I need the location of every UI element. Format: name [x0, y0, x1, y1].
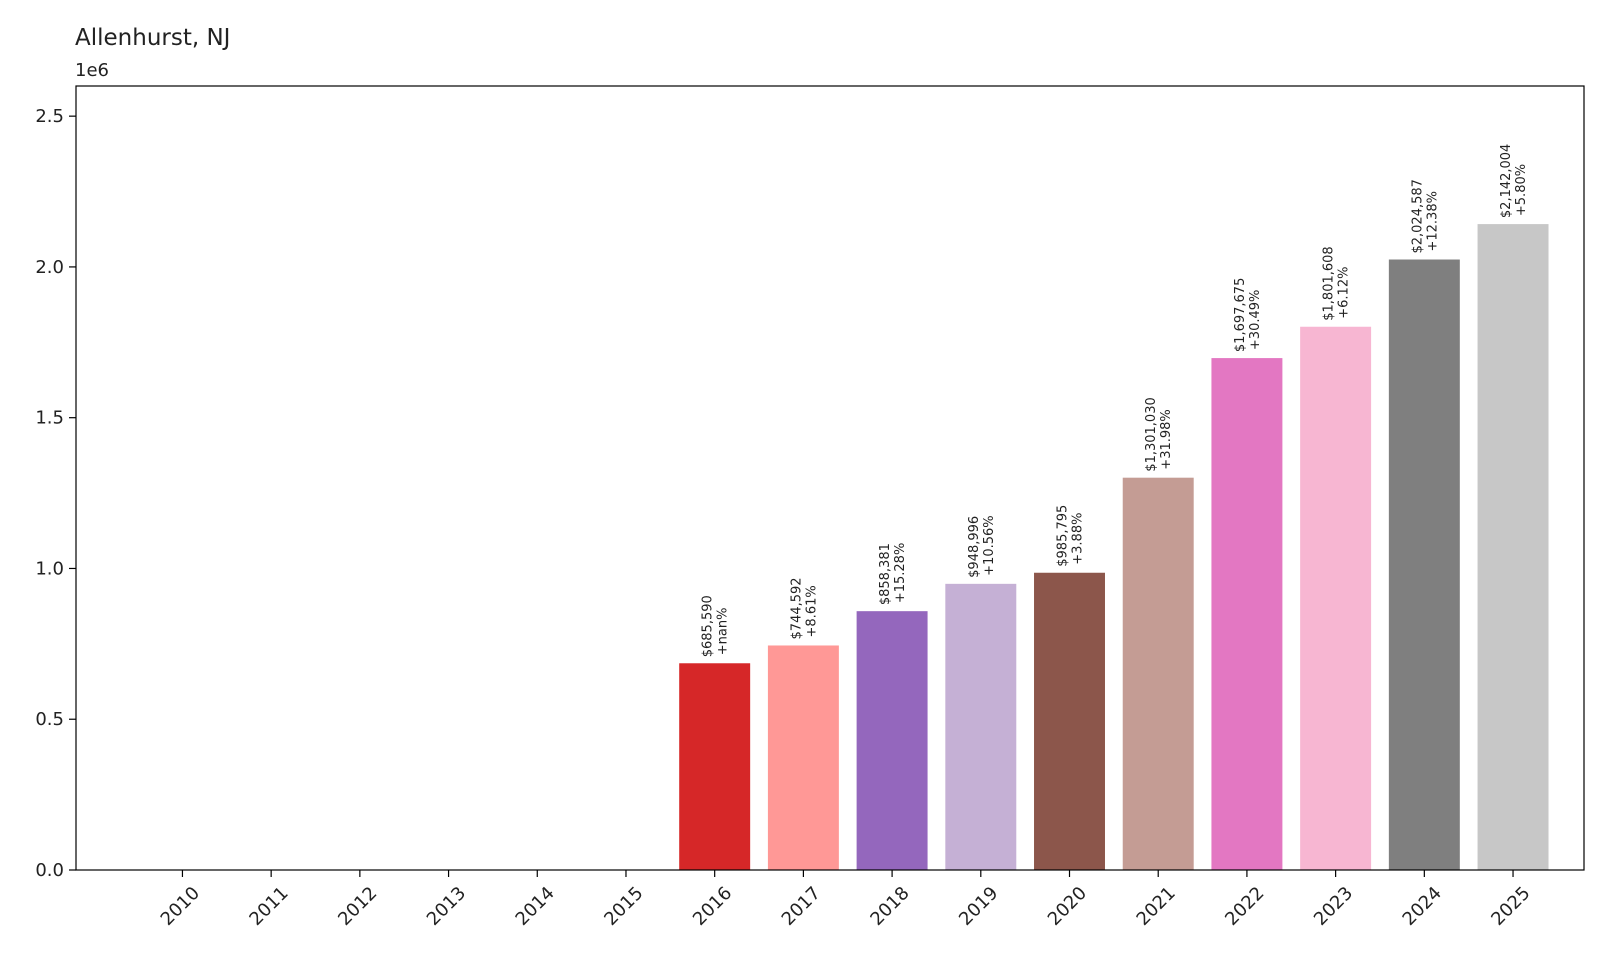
- x-axis: 2010 2011 2012 2013 2014 2015 2016 2017 2018 2019…: [157, 870, 1535, 930]
- bar-value-label-2017: $744,592: [789, 577, 804, 639]
- y-axis: 0.0 0.5 1.0 1.5 2.0 2.5: [35, 106, 76, 881]
- bar-2022: [1211, 358, 1283, 870]
- y-tick-label: 2.0: [35, 257, 64, 278]
- bar-value-label-2021: $1,301,030: [1144, 397, 1159, 471]
- bar-value-label-2016: $685,590: [701, 595, 716, 657]
- bar-2024: [1388, 259, 1460, 870]
- bar-change-label-2023: +6.12%: [1337, 267, 1352, 319]
- chart-title: Allenhurst, NJ: [75, 25, 230, 51]
- bar-2016: [679, 663, 751, 870]
- bar-change-label-2025: +5.80%: [1514, 164, 1529, 216]
- x-tick-label-2023: 2023: [1310, 883, 1357, 930]
- y-tick-label: 0.0: [35, 860, 64, 881]
- bar-value-label-2020: $985,795: [1056, 505, 1071, 567]
- y-tick-label: 2.5: [35, 106, 64, 127]
- bar-change-label-2016: +nan%: [716, 608, 731, 656]
- bar-change-label-2017: +8.61%: [804, 585, 819, 637]
- bars-group: [679, 224, 1549, 871]
- x-tick-label-2018: 2018: [866, 883, 913, 930]
- bar-change-label-2024: +12.38%: [1425, 191, 1440, 251]
- bar-2020: [1034, 572, 1105, 870]
- x-tick-label-2014: 2014: [512, 883, 559, 930]
- bar-2021: [1122, 477, 1194, 870]
- y-axis-offset-label: 1e6: [75, 60, 109, 81]
- x-tick-label-2024: 2024: [1399, 883, 1446, 930]
- bar-change-label-2020: +3.88%: [1071, 513, 1086, 565]
- x-tick-label-2019: 2019: [955, 883, 1002, 930]
- bar-value-label-2023: $1,801,608: [1322, 246, 1337, 320]
- x-tick-label-2016: 2016: [689, 883, 736, 930]
- y-tick-label: 0.5: [35, 709, 64, 730]
- bar-value-label-2019: $948,996: [967, 516, 982, 578]
- y-tick-label: 1.0: [35, 558, 64, 579]
- bar-2018: [856, 611, 928, 870]
- x-tick-label-2010: 2010: [157, 883, 204, 930]
- x-tick-label-2020: 2020: [1044, 883, 1091, 930]
- bar-value-label-2018: $858,381: [878, 543, 893, 605]
- bar-labels-group: $685,590 +nan% $744,592 +8.61% $858,381 +15.2…: [701, 144, 1529, 658]
- bar-change-label-2019: +10.56%: [982, 515, 997, 575]
- x-tick-label-2021: 2021: [1133, 883, 1180, 930]
- x-tick-label-2012: 2012: [334, 883, 381, 930]
- bar-2019: [945, 583, 1017, 870]
- bar-2017: [767, 645, 839, 870]
- bar-value-label-2025: $2,142,004: [1499, 144, 1514, 218]
- x-tick-label-2013: 2013: [423, 883, 470, 930]
- plot-area-frame: [75, 85, 1585, 871]
- bar-2025: [1477, 224, 1549, 871]
- bar-change-label-2018: +15.28%: [893, 543, 908, 603]
- bar-2023: [1300, 326, 1372, 871]
- bar-change-label-2022: +30.49%: [1248, 290, 1263, 350]
- x-tick-label-2025: 2025: [1487, 883, 1534, 930]
- x-tick-label-2022: 2022: [1221, 883, 1268, 930]
- bar-value-label-2022: $1,697,675: [1233, 278, 1248, 352]
- y-tick-label: 1.5: [35, 408, 64, 429]
- bar-change-label-2021: +31.98%: [1159, 409, 1174, 469]
- x-tick-label-2011: 2011: [245, 883, 292, 930]
- x-tick-label-2015: 2015: [600, 883, 647, 930]
- x-tick-label-2017: 2017: [778, 883, 825, 930]
- bar-value-label-2024: $2,024,587: [1410, 179, 1425, 253]
